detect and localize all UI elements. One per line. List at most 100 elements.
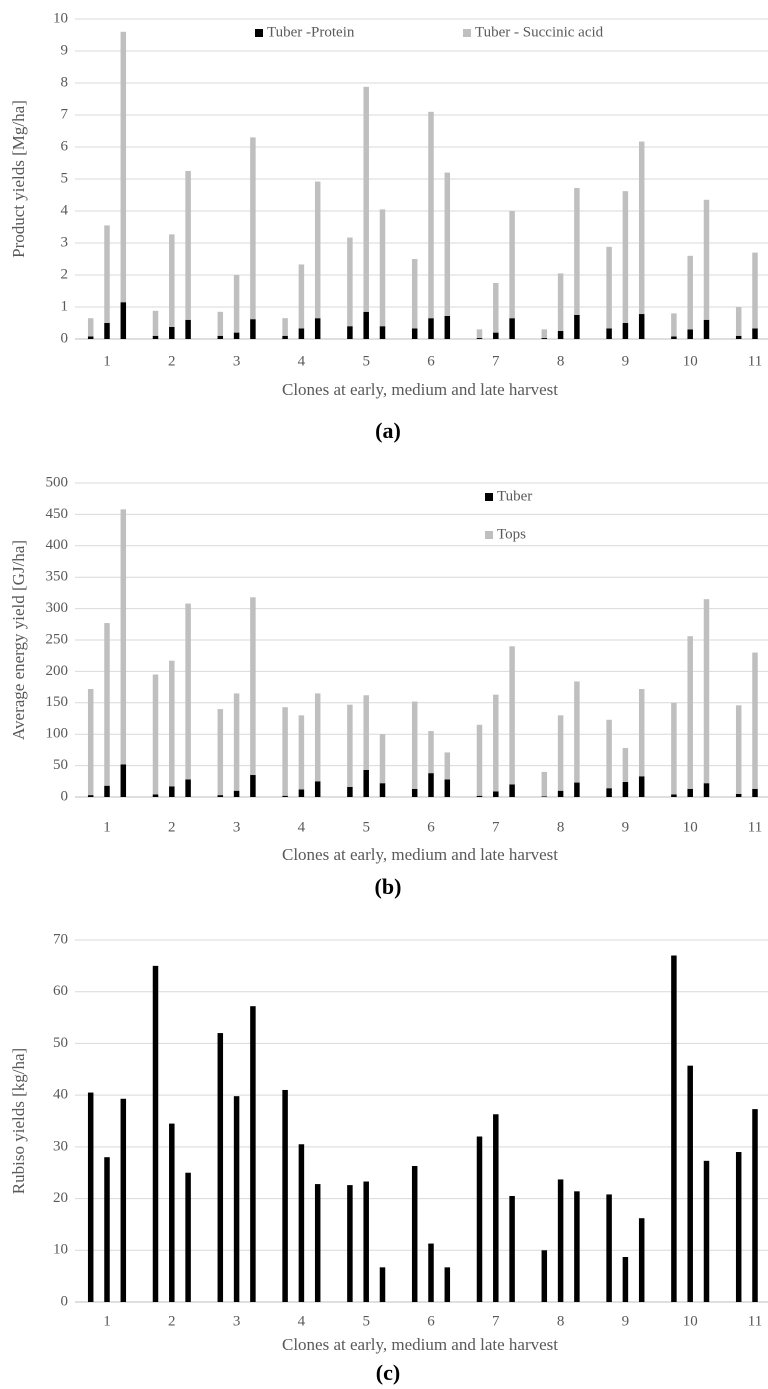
x-tick-label: 8: [557, 1313, 565, 1329]
y-tick-label: 350: [46, 569, 69, 585]
bar-segment: [250, 319, 256, 339]
bar-segment: [217, 795, 224, 797]
x-tick-label: 10: [683, 1313, 698, 1329]
bar-segment: [638, 688, 645, 777]
bar-segment: [735, 705, 742, 794]
x-tick-label: 1: [103, 1313, 111, 1329]
x-tick-label: 11: [748, 353, 762, 369]
bar-segment: [347, 237, 353, 327]
bar: [217, 1033, 224, 1302]
x-axis-title: Clones at early, medium and late harvest: [282, 380, 558, 399]
x-tick-label: 1: [103, 353, 111, 369]
x-tick-label: 6: [427, 353, 435, 369]
legend-label: Tops: [497, 526, 526, 542]
bar-segment: [363, 769, 369, 797]
bar-segment: [233, 275, 240, 333]
bar-segment: [622, 781, 629, 797]
bar-segment: [411, 328, 418, 339]
y-axis-title: Average energy yield [GJ/ha]: [9, 540, 28, 740]
bar-segment: [557, 715, 564, 791]
bar-segment: [282, 335, 288, 339]
bar-segment: [104, 785, 110, 797]
bar-segment: [557, 790, 564, 797]
y-tick-label: 40: [53, 1087, 68, 1103]
bar-segment: [379, 734, 386, 784]
bar: [606, 1194, 612, 1302]
bar-segment: [687, 636, 693, 789]
panel-caption: (a): [375, 418, 401, 443]
x-tick-label: 7: [492, 353, 500, 369]
bar-segment: [379, 783, 386, 797]
y-tick-label: 4: [61, 202, 69, 218]
y-tick-label: 7: [61, 106, 69, 122]
x-tick-label: 6: [427, 819, 435, 835]
bar-segment: [687, 788, 693, 797]
bar: [411, 1165, 418, 1302]
y-tick-label: 50: [53, 757, 68, 773]
y-tick-label: 5: [61, 170, 69, 186]
y-tick-label: 400: [46, 537, 69, 553]
bar: [735, 1152, 742, 1302]
bar-segment: [476, 338, 483, 339]
bar-segment: [411, 259, 418, 329]
bar-segment: [541, 796, 548, 797]
bar-segment: [217, 335, 224, 339]
bar-segment: [735, 307, 742, 336]
x-tick-label: 3: [233, 353, 241, 369]
bar-segment: [87, 318, 94, 337]
bar-segment: [379, 326, 386, 339]
bar-segment: [444, 752, 451, 780]
legend-swatch: [463, 29, 471, 37]
bar-segment: [493, 791, 499, 797]
bar: [493, 1114, 499, 1302]
bar-segment: [152, 335, 159, 339]
bar-segment: [671, 702, 677, 795]
bar-segment: [298, 328, 305, 339]
y-tick-label: 100: [46, 726, 69, 742]
bar-segment: [574, 681, 580, 783]
x-tick-label: 8: [557, 819, 565, 835]
bar: [687, 1065, 693, 1302]
bar: [379, 1267, 386, 1302]
bar: [363, 1181, 369, 1302]
bar-segment: [574, 782, 580, 797]
x-tick-label: 2: [168, 353, 176, 369]
bar-segment: [606, 788, 612, 797]
bar-segment: [622, 191, 629, 323]
x-axis-title: Clones at early, medium and late harvest: [282, 1335, 558, 1354]
bar-segment: [493, 283, 499, 333]
bar: [314, 1184, 321, 1302]
x-tick-label: 9: [622, 819, 630, 835]
bar-segment: [152, 310, 159, 336]
bar: [87, 1092, 94, 1302]
bar: [250, 1006, 256, 1302]
bar-segment: [104, 623, 110, 786]
bar: [120, 1098, 127, 1302]
bar-segment: [703, 783, 710, 797]
bar-segment: [250, 775, 256, 797]
bar-segment: [411, 701, 418, 789]
bar-segment: [104, 225, 110, 323]
bar-segment: [444, 315, 451, 339]
bar-segment: [379, 209, 386, 327]
bar-segment: [735, 335, 742, 339]
y-axis-title: Product yields [Mg/ha]: [9, 100, 28, 258]
bar-segment: [574, 315, 580, 339]
bar-segment: [87, 688, 94, 796]
bar-segment: [250, 137, 256, 320]
bar-segment: [120, 302, 127, 339]
bar-segment: [347, 326, 353, 339]
y-tick-label: 70: [53, 931, 68, 947]
bar-segment: [703, 199, 710, 320]
bar-segment: [687, 329, 693, 339]
x-tick-label: 5: [362, 1313, 370, 1329]
bar-segment: [557, 331, 564, 339]
bar-segment: [104, 323, 110, 339]
bar-segment: [574, 187, 580, 315]
bar-segment: [298, 264, 305, 329]
bar-segment: [185, 779, 191, 797]
legend-swatch: [255, 29, 263, 37]
bar-segment: [671, 794, 677, 797]
x-tick-label: 10: [683, 353, 698, 369]
bar-segment: [233, 693, 240, 791]
